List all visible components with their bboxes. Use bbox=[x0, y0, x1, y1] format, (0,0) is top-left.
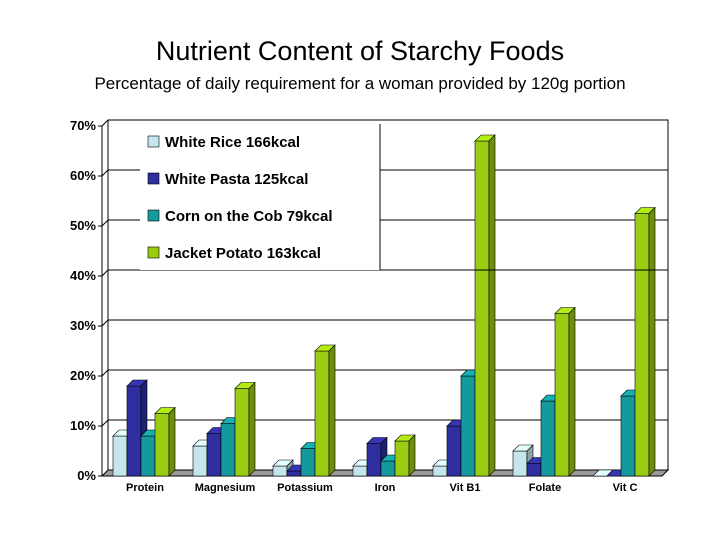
gridline-depth bbox=[101, 319, 109, 327]
bar bbox=[112, 435, 128, 477]
y-tick-label: 30% bbox=[70, 318, 96, 333]
legend-label: Jacket Potato 163kcal bbox=[165, 245, 321, 262]
y-tick-label: 10% bbox=[70, 418, 96, 433]
bar bbox=[352, 465, 368, 477]
bar bbox=[192, 445, 208, 477]
bar bbox=[220, 423, 236, 477]
x-tick-label: Magnesium bbox=[195, 482, 256, 494]
bar-side bbox=[328, 344, 336, 477]
bar bbox=[474, 140, 490, 477]
y-tick-label: 70% bbox=[70, 118, 96, 133]
bar bbox=[286, 470, 302, 477]
bar-side bbox=[168, 406, 176, 477]
bar bbox=[154, 413, 170, 477]
bar bbox=[380, 460, 396, 477]
gridline-depth bbox=[101, 369, 109, 377]
x-tick-label: Folate bbox=[529, 482, 561, 494]
bar bbox=[526, 463, 542, 477]
x-tick-label: Potassium bbox=[277, 482, 333, 494]
legend-label: White Rice 166kcal bbox=[165, 134, 300, 151]
bar bbox=[446, 425, 462, 477]
x-tick-label: Vit B1 bbox=[450, 482, 481, 494]
y-tick-label: 50% bbox=[70, 218, 96, 233]
gridline-depth bbox=[101, 169, 109, 177]
legend-swatch bbox=[147, 172, 160, 185]
y-tick-label: 60% bbox=[70, 168, 96, 183]
y-axis-corner bbox=[101, 119, 109, 127]
legend-swatch bbox=[147, 135, 160, 148]
bar bbox=[554, 313, 570, 477]
x-tick-label: Vit C bbox=[613, 482, 638, 494]
x-tick-label: Iron bbox=[375, 482, 396, 494]
bar bbox=[634, 213, 650, 477]
bar bbox=[432, 465, 448, 477]
bar bbox=[620, 395, 636, 477]
bar-side bbox=[488, 134, 496, 477]
y-tick-label: 0% bbox=[77, 468, 96, 483]
bar bbox=[206, 433, 222, 477]
legend-swatch bbox=[147, 209, 160, 222]
bar bbox=[234, 388, 250, 477]
gridline-depth bbox=[101, 419, 109, 427]
legend-swatch bbox=[147, 246, 160, 259]
y-tick-label: 40% bbox=[70, 268, 96, 283]
legend-label: Corn on the Cob 79kcal bbox=[165, 208, 333, 225]
y-tick-label: 20% bbox=[70, 368, 96, 383]
bar bbox=[314, 350, 330, 477]
chart-subtitle: Percentage of daily requirement for a wo… bbox=[94, 74, 626, 93]
x-tick-label: Protein bbox=[126, 482, 164, 494]
bar-side bbox=[408, 434, 416, 477]
bar bbox=[126, 385, 142, 477]
legend-label: White Pasta 125kcal bbox=[165, 171, 308, 188]
chart-title: Nutrient Content of Starchy Foods bbox=[155, 36, 565, 66]
legend-box bbox=[140, 124, 380, 270]
bar-side bbox=[248, 381, 256, 477]
bar bbox=[366, 443, 382, 477]
bar bbox=[540, 400, 556, 477]
bar bbox=[272, 465, 288, 477]
bar bbox=[394, 440, 410, 477]
bar bbox=[460, 375, 476, 477]
bar bbox=[140, 435, 156, 477]
bar bbox=[512, 450, 528, 477]
gridline-depth bbox=[101, 219, 109, 227]
bar-side bbox=[648, 206, 656, 477]
bar-side bbox=[568, 306, 576, 477]
bar bbox=[300, 448, 316, 477]
gridline-depth bbox=[101, 269, 109, 277]
